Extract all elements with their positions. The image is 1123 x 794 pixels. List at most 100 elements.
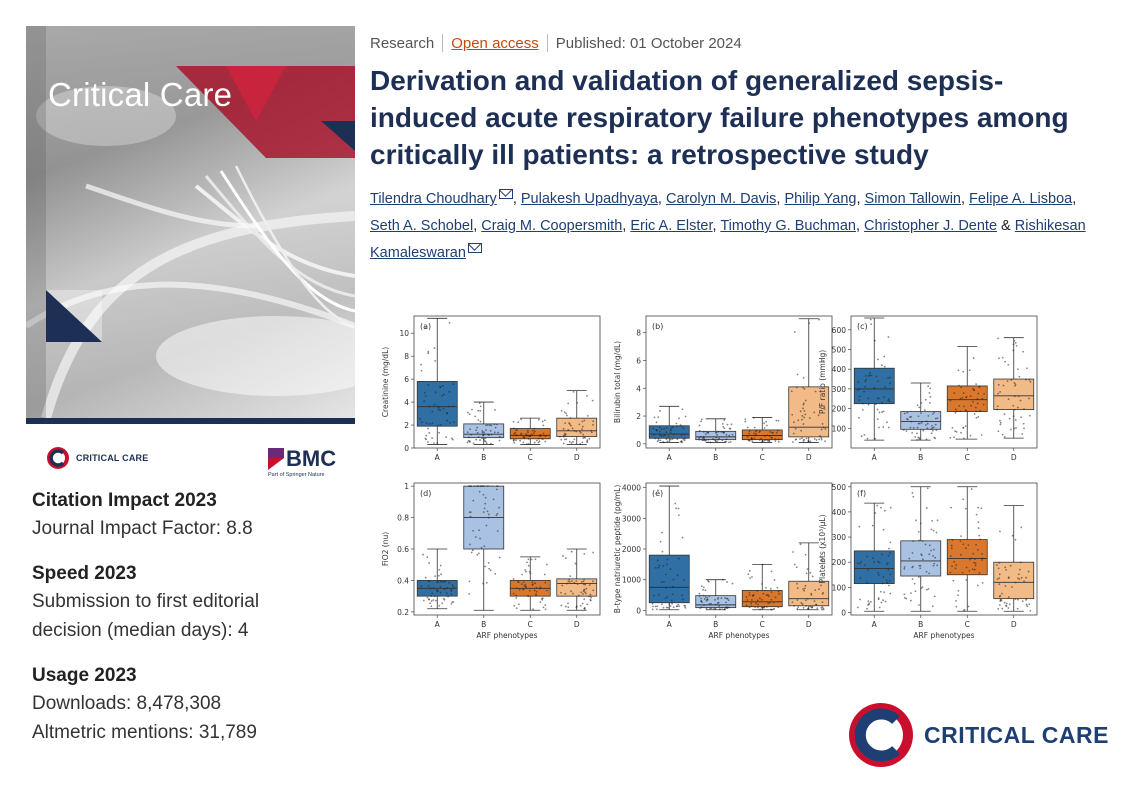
author-link[interactable]: Seth A. Schobel	[370, 218, 473, 234]
data-point	[981, 434, 983, 436]
data-point	[716, 440, 718, 442]
critical-care-logo-icon	[46, 446, 70, 470]
author-link[interactable]: Eric A. Elster	[630, 218, 712, 234]
data-point	[429, 588, 431, 590]
data-point	[483, 494, 485, 496]
data-point	[565, 433, 567, 435]
box	[557, 418, 597, 436]
data-point	[568, 579, 570, 581]
data-point	[682, 598, 684, 600]
author-link[interactable]: Christopher J. Dente	[864, 218, 997, 234]
author-link[interactable]: Craig M. Coopersmith	[481, 218, 622, 234]
data-point	[777, 606, 779, 608]
chart-panel: 02468Bilirubin total (mg/dL)(b)A B C D	[613, 316, 832, 462]
data-point	[1004, 361, 1006, 363]
data-point	[698, 437, 700, 439]
author-link[interactable]: Carolyn M. Davis	[666, 191, 776, 207]
data-point	[665, 597, 667, 599]
mail-icon[interactable]	[499, 189, 513, 199]
data-point	[578, 424, 580, 426]
data-point	[467, 412, 469, 414]
data-point	[513, 427, 515, 429]
data-point	[428, 585, 430, 587]
y-axis-label: B-type natriuretic peptide (pg/mL)	[613, 485, 622, 614]
data-point	[659, 434, 661, 436]
data-point	[771, 437, 773, 439]
data-point	[749, 592, 751, 594]
data-point	[958, 590, 960, 592]
data-point	[581, 581, 583, 583]
data-point	[877, 358, 879, 360]
data-point	[910, 427, 912, 429]
data-point	[956, 410, 958, 412]
data-point	[915, 519, 917, 521]
data-point	[441, 395, 443, 397]
x-tick-label: A	[667, 620, 673, 629]
data-point	[927, 487, 929, 489]
data-point	[875, 375, 877, 377]
data-point	[888, 427, 890, 429]
data-point	[429, 423, 431, 425]
data-point	[775, 440, 777, 442]
data-point	[702, 589, 704, 591]
open-access-link[interactable]: Open access	[451, 35, 539, 52]
data-point	[877, 380, 879, 382]
data-point	[573, 391, 575, 393]
y-tick-label: 2	[636, 412, 641, 421]
data-point	[769, 602, 771, 604]
data-point	[952, 427, 954, 429]
data-point	[1025, 599, 1027, 601]
data-point	[436, 589, 438, 591]
author-link[interactable]: Pulakesh Upadhyaya	[521, 191, 658, 207]
data-point	[877, 409, 879, 411]
y-tick-label: 300	[832, 533, 847, 542]
data-point	[569, 581, 571, 583]
data-point	[656, 605, 658, 607]
data-point	[958, 405, 960, 407]
data-point	[484, 433, 486, 435]
y-tick-label: 0	[404, 444, 409, 453]
data-point	[1019, 569, 1021, 571]
author-link[interactable]: Tilendra Choudhary	[370, 191, 497, 207]
data-point	[881, 583, 883, 585]
author-link[interactable]: Simon Tallowin	[865, 191, 961, 207]
data-point	[803, 441, 805, 443]
data-point	[728, 599, 730, 601]
data-point	[974, 413, 976, 415]
data-point	[726, 438, 728, 440]
data-point	[980, 507, 982, 509]
data-point	[499, 440, 501, 442]
data-point	[880, 507, 882, 509]
data-point	[1008, 398, 1010, 400]
author-link[interactable]: Philip Yang	[784, 191, 856, 207]
data-point	[565, 557, 567, 559]
data-point	[530, 435, 532, 437]
critical-care-large-logo-icon	[848, 702, 914, 768]
data-point	[767, 602, 769, 604]
data-point	[538, 438, 540, 440]
data-point	[475, 536, 477, 538]
author-link[interactable]: Timothy G. Buchman	[720, 218, 856, 234]
data-point	[914, 583, 916, 585]
mail-icon[interactable]	[468, 243, 482, 253]
data-point	[970, 405, 972, 407]
author-link[interactable]: Felipe A. Lisboa	[969, 191, 1072, 207]
data-point	[721, 597, 723, 599]
data-point	[559, 436, 561, 438]
data-point	[971, 557, 973, 559]
data-point	[777, 587, 779, 589]
x-tick-label: A	[667, 453, 673, 462]
data-point	[676, 438, 678, 440]
data-point	[950, 507, 952, 509]
data-point	[796, 566, 798, 568]
downloads: Downloads: 8,478,308	[32, 689, 352, 718]
data-point	[764, 427, 766, 429]
data-point	[1005, 569, 1007, 571]
data-point	[956, 606, 958, 608]
data-point	[755, 602, 757, 604]
data-point	[951, 547, 953, 549]
data-point	[870, 601, 872, 603]
data-point	[725, 606, 727, 608]
data-point	[754, 435, 756, 437]
data-point	[874, 438, 876, 440]
